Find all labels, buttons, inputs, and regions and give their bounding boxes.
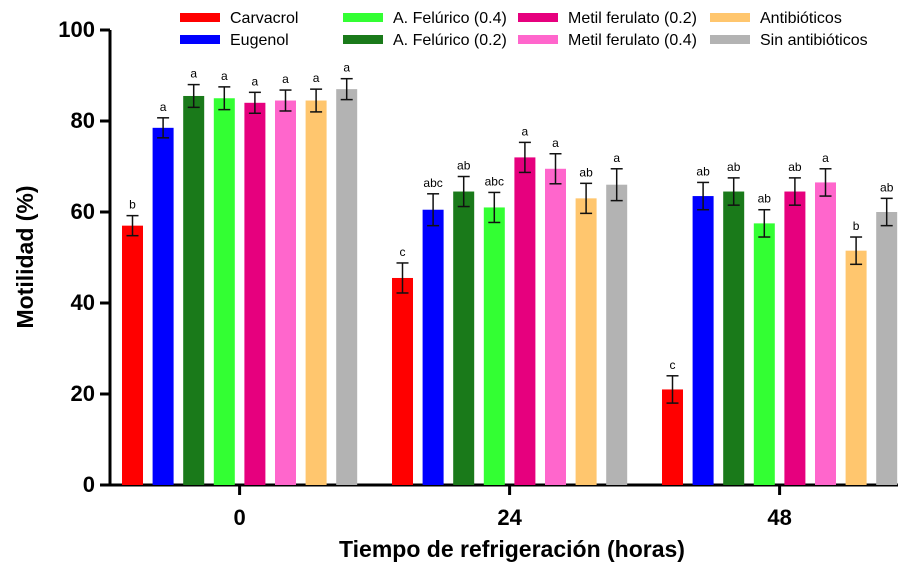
y-tick-label: 20: [71, 381, 95, 406]
bar-eugenol: [422, 209, 444, 485]
legend-swatch: [518, 13, 558, 22]
legend-label: Eugenol: [230, 32, 289, 49]
significance-label: ab: [579, 165, 593, 179]
bar-carvacrol: [122, 225, 143, 485]
bar-a-fel-rico-0-4-: [753, 223, 775, 485]
legend-label: A. Felúrico (0.2): [393, 32, 507, 49]
significance-label: a: [822, 151, 829, 165]
x-axis-title: Tiempo de refrigeración (horas): [339, 536, 685, 562]
bar-metil-ferulato-0-2-: [244, 102, 266, 486]
significance-label: abc: [423, 176, 442, 190]
bar-a-fel-rico-0-2-: [183, 95, 205, 485]
bar-a-fel-rico-0-2-: [453, 191, 475, 485]
legend-swatch: [518, 35, 558, 44]
significance-label: ab: [788, 160, 802, 174]
significance-label: a: [221, 69, 228, 83]
significance-label: a: [252, 74, 259, 88]
bar-a-fel-rico-0-4-: [213, 98, 235, 485]
significance-label: a: [552, 136, 559, 150]
bar-antibi-ticos: [575, 198, 597, 485]
bar-antibi-ticos: [305, 100, 327, 486]
significance-label: a: [160, 100, 167, 114]
bar-a-fel-rico-0-4-: [483, 207, 505, 485]
significance-label: ab: [758, 192, 772, 206]
bar-metil-ferulato-0-4-: [545, 168, 566, 485]
legend-swatch: [710, 35, 750, 44]
significance-label: a: [313, 71, 320, 85]
legend: Carvacrol A. Felúrico (0.4) Metil ferulato…: [180, 10, 868, 49]
legend-label: Sin antibióticos: [760, 32, 868, 49]
bar-metil-ferulato-0-4-: [815, 182, 836, 486]
significance-label: a: [343, 61, 350, 75]
x-tick-label: 48: [767, 505, 791, 530]
bar-carvacrol: [662, 389, 683, 485]
bar-a-fel-rico-0-2-: [723, 191, 745, 485]
bar-eugenol: [152, 127, 174, 485]
significance-label: ab: [880, 180, 894, 194]
x-tick-label: 0: [233, 505, 245, 530]
significance-label: a: [282, 72, 289, 86]
significance-label: a: [522, 124, 529, 138]
bar-carvacrol: [392, 277, 413, 485]
bar-antibi-ticos: [845, 250, 867, 485]
significance-label: a: [190, 67, 197, 81]
bar-sin-antibi-ticos: [876, 212, 898, 485]
bar-eugenol: [692, 196, 714, 485]
legend-label: Metil ferulato (0.4): [568, 32, 697, 49]
legend-swatch: [180, 13, 220, 22]
legend-swatch: [343, 13, 383, 22]
bar-metil-ferulato-0-4-: [275, 100, 296, 486]
legend-label: Carvacrol: [230, 10, 298, 27]
x-tick-label: 24: [497, 505, 522, 530]
significance-label: ab: [727, 160, 741, 174]
significance-label: ab: [696, 164, 710, 178]
y-tick-label: 40: [71, 290, 95, 315]
significance-label: c: [670, 358, 676, 372]
y-ticks: 0 20 40 60 80 100: [58, 17, 110, 497]
y-tick-label: 0: [83, 472, 95, 497]
y-tick-label: 100: [58, 17, 95, 42]
y-axis-title: Motilidad (%): [12, 185, 38, 328]
y-tick-label: 60: [71, 199, 95, 224]
significance-label: b: [853, 219, 860, 233]
bar-metil-ferulato-0-2-: [784, 191, 806, 485]
significance-label: abc: [485, 174, 504, 188]
significance-label: a: [613, 151, 620, 165]
bar-metil-ferulato-0-2-: [514, 157, 536, 485]
significance-label: ab: [457, 159, 471, 173]
legend-swatch: [343, 35, 383, 44]
x-ticks: 0 24 48: [233, 485, 792, 530]
legend-label: Antibióticos: [760, 10, 842, 27]
y-tick-label: 80: [71, 108, 95, 133]
legend-label: Metil ferulato (0.2): [568, 10, 697, 27]
significance-label: c: [400, 245, 406, 259]
bar-sin-antibi-ticos: [336, 89, 358, 486]
legend-label: A. Felúrico (0.4): [393, 10, 507, 27]
bar-sin-antibi-ticos: [606, 184, 628, 485]
legend-swatch: [710, 13, 750, 22]
significance-label: b: [129, 198, 136, 212]
legend-swatch: [180, 35, 220, 44]
